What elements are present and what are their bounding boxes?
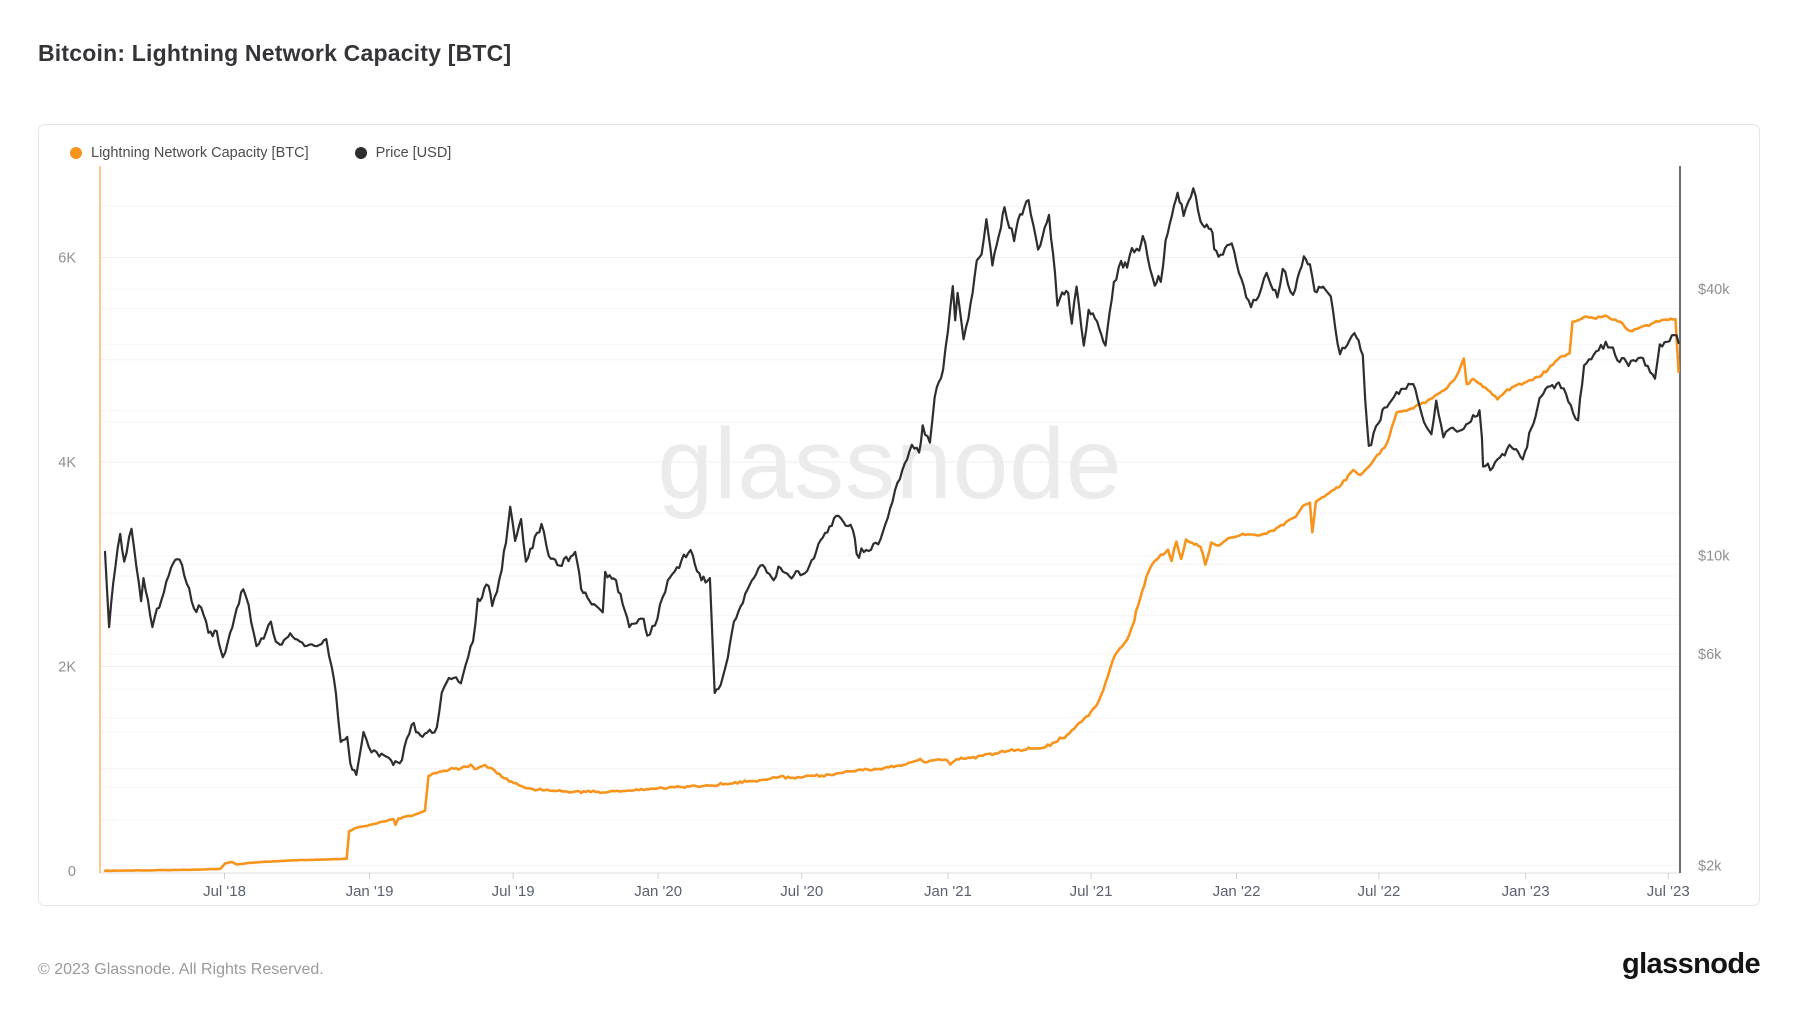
footer-copyright: © 2023 Glassnode. All Rights Reserved. [38, 961, 324, 978]
capacity-series-dot-icon [70, 147, 82, 159]
x-axis-tick-label: Jul '22 [1357, 883, 1400, 900]
right-axis-tick-label: $2k [1698, 858, 1722, 874]
left-axis-tick-label: 4K [58, 455, 76, 471]
price-series-line [103, 187, 1680, 776]
price-series-dot-icon [354, 147, 367, 159]
capacity-series-line [103, 314, 1680, 873]
x-axis-tick-label: Jan '20 [634, 883, 682, 900]
legend-item-price[interactable]: Price [USD] [354, 145, 452, 161]
right-axis-tick-label: $10k [1698, 549, 1730, 565]
right-axis-tick-label: $40k [1698, 282, 1730, 298]
glassnode-logo: glassnode [1621, 948, 1761, 980]
x-axis-tick-label: Jan '21 [924, 883, 972, 900]
right-axis-tick-label: $6k [1698, 647, 1722, 663]
x-axis-tick-label: Jul '18 [203, 883, 246, 900]
glassnode-watermark: glassnode [658, 408, 1123, 520]
left-axis-tick-label: 0 [68, 864, 76, 880]
x-axis-tick-label: Jul '23 [1647, 883, 1690, 900]
x-axis-tick-label: Jan '23 [1502, 883, 1550, 900]
chart-panel [38, 124, 1760, 906]
chart-legend: Lightning Network Capacity [BTC] Price [… [70, 145, 451, 161]
page-title: Bitcoin: Lightning Network Capacity [BTC… [38, 40, 512, 66]
axis-frame [99, 166, 1681, 874]
legend-item-capacity-label: Lightning Network Capacity [BTC] [91, 145, 309, 161]
x-axis-tick-label: Jul '21 [1070, 883, 1113, 900]
left-axis-tick-label: 6K [58, 251, 76, 267]
x-axis-tick-label: Jul '19 [492, 883, 535, 900]
x-axis-tick-label: Jul '20 [780, 883, 823, 900]
left-axis-tick-label: 2K [58, 660, 76, 676]
axis-labels: Jul '18 Jan '19 Jul '19 Jan '20 Jul '20 Jan '… [58, 251, 1730, 901]
x-axis-tick-label: Jan '19 [346, 883, 394, 900]
x-axis-tick-label: Jan '22 [1213, 883, 1261, 900]
legend-item-capacity[interactable]: Lightning Network Capacity [BTC] [70, 145, 309, 161]
legend-item-price-label: Price [USD] [375, 145, 452, 161]
